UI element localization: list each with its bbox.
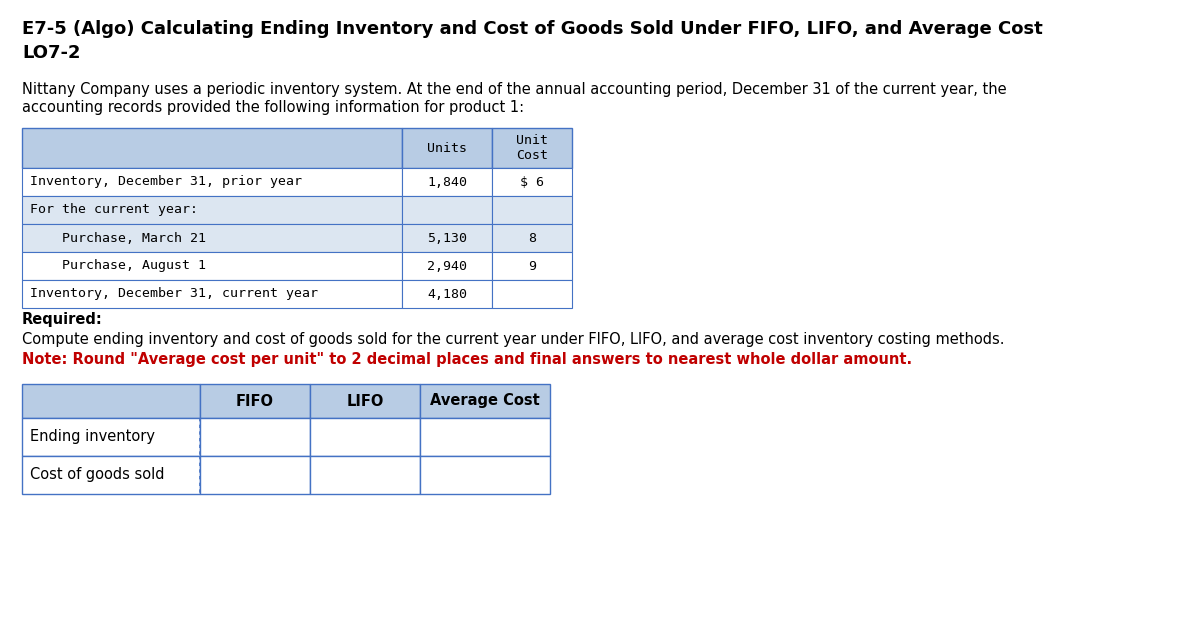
Bar — [22, 280, 402, 308]
Bar — [492, 252, 572, 280]
Bar — [22, 456, 200, 494]
Text: 5,130: 5,130 — [427, 231, 467, 244]
Text: Required:: Required: — [22, 312, 103, 327]
Bar — [22, 224, 402, 252]
Bar — [492, 224, 572, 252]
Text: E7-5 (Algo) Calculating Ending Inventory and Cost of Goods Sold Under FIFO, LIFO: E7-5 (Algo) Calculating Ending Inventory… — [22, 20, 1043, 38]
Bar — [402, 128, 492, 168]
Bar — [420, 456, 550, 494]
Text: Note: Round "Average cost per unit" to 2 decimal places and final answers to nea: Note: Round "Average cost per unit" to 2… — [22, 352, 912, 367]
Text: Purchase, March 21: Purchase, March 21 — [30, 231, 206, 244]
Bar — [492, 128, 572, 168]
Bar — [22, 384, 200, 418]
Text: LO7-2: LO7-2 — [22, 44, 80, 62]
Bar — [402, 224, 492, 252]
Bar — [402, 168, 492, 196]
Bar — [310, 418, 420, 456]
Bar — [492, 196, 572, 224]
Text: Nittany Company uses a periodic inventory system. At the end of the annual accou: Nittany Company uses a periodic inventor… — [22, 82, 1007, 97]
Bar — [492, 280, 572, 308]
Text: Ending inventory: Ending inventory — [30, 430, 155, 445]
Text: Units: Units — [427, 142, 467, 154]
Bar — [22, 168, 402, 196]
Bar — [200, 456, 310, 494]
Bar — [22, 196, 402, 224]
Bar — [200, 384, 310, 418]
Bar — [22, 128, 402, 168]
Text: FIFO: FIFO — [236, 394, 274, 408]
Text: Purchase, August 1: Purchase, August 1 — [30, 260, 206, 273]
Text: LIFO: LIFO — [347, 394, 384, 408]
Text: Inventory, December 31, prior year: Inventory, December 31, prior year — [30, 176, 302, 188]
Text: $ 6: $ 6 — [520, 176, 544, 188]
Text: Inventory, December 31, current year: Inventory, December 31, current year — [30, 287, 318, 301]
Bar — [402, 196, 492, 224]
Text: Compute ending inventory and cost of goods sold for the current year under FIFO,: Compute ending inventory and cost of goo… — [22, 332, 1004, 347]
Text: 1,840: 1,840 — [427, 176, 467, 188]
Text: 2,940: 2,940 — [427, 260, 467, 273]
Text: accounting records provided the following information for product 1:: accounting records provided the followin… — [22, 100, 524, 115]
Bar — [420, 418, 550, 456]
Text: 4,180: 4,180 — [427, 287, 467, 301]
Text: 9: 9 — [528, 260, 536, 273]
Bar — [492, 168, 572, 196]
Bar — [22, 252, 402, 280]
Bar — [310, 384, 420, 418]
Bar — [402, 280, 492, 308]
Text: For the current year:: For the current year: — [30, 203, 198, 217]
Text: Cost of goods sold: Cost of goods sold — [30, 467, 164, 483]
Text: 8: 8 — [528, 231, 536, 244]
Bar — [200, 418, 310, 456]
Bar — [420, 384, 550, 418]
Bar — [310, 456, 420, 494]
Text: Unit
Cost: Unit Cost — [516, 134, 548, 162]
Text: Average Cost: Average Cost — [430, 394, 540, 408]
Bar — [402, 252, 492, 280]
Bar — [22, 418, 200, 456]
